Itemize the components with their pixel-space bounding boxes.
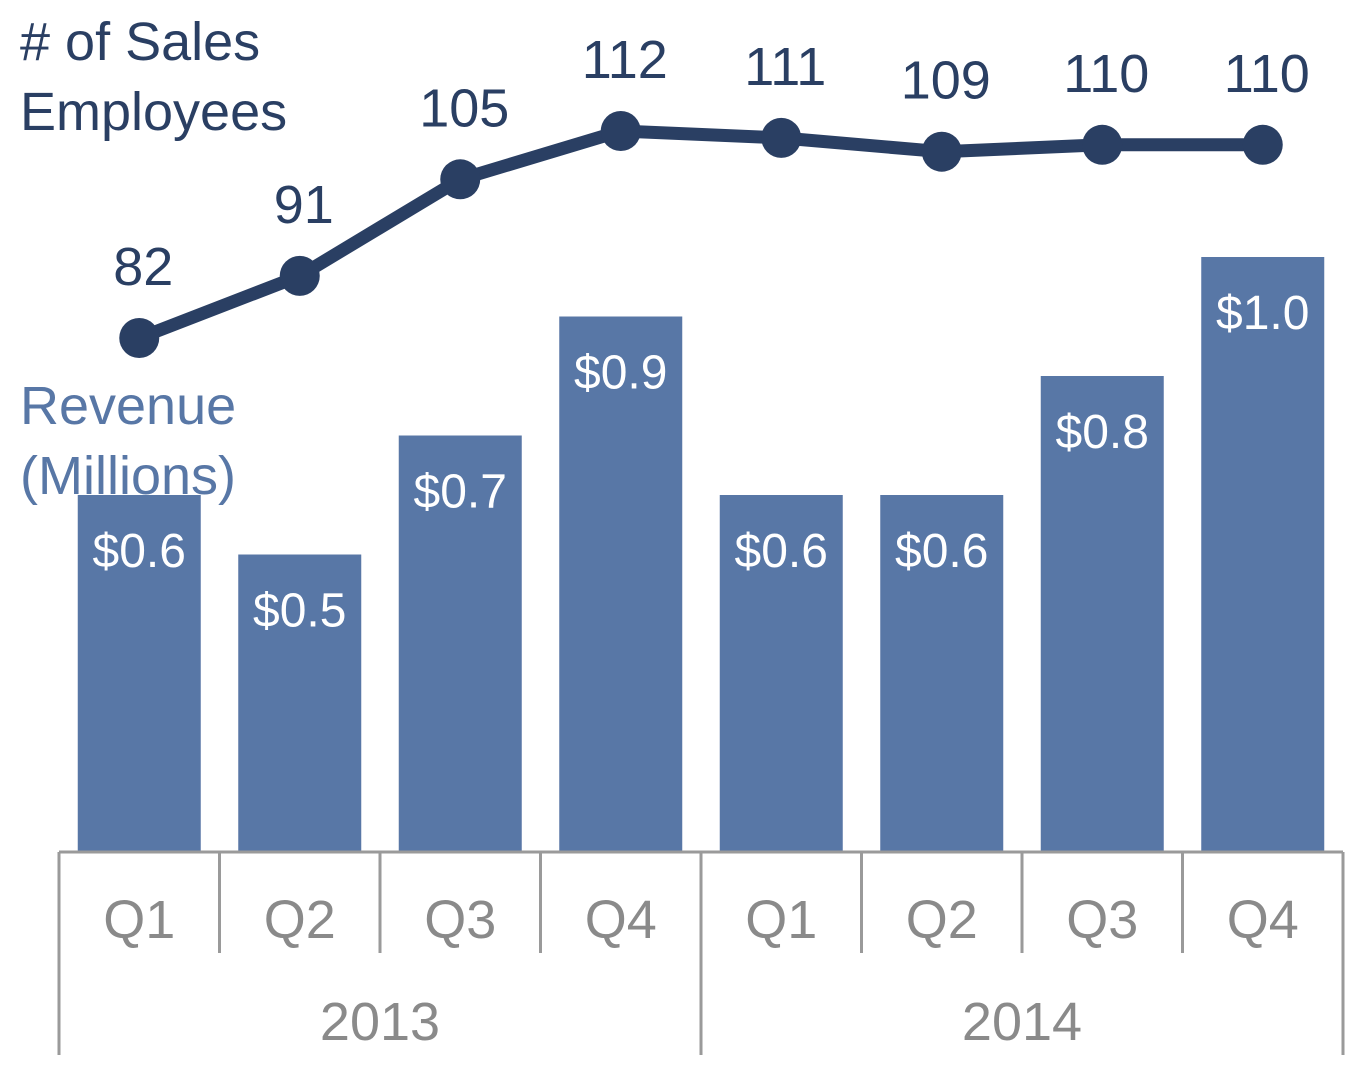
employee-value-label: 111 [744, 37, 826, 97]
revenue-bars [77, 257, 1325, 852]
revenue-bar-label: $1.0 [1216, 287, 1309, 340]
employee-point [1242, 124, 1283, 165]
employee-point [119, 318, 160, 358]
revenue-legend-line2: (Millions) [20, 446, 236, 506]
employee-point [1082, 124, 1123, 165]
employee-point [761, 117, 802, 158]
revenue-bar-label: $0.9 [574, 347, 667, 400]
revenue-bar-label: $0.6 [895, 525, 988, 578]
revenue-bar [398, 435, 522, 852]
employee-line-path [132, 124, 1270, 345]
revenue-bar [880, 495, 1004, 852]
revenue-legend-line1: Revenue [20, 376, 236, 436]
employee-value-label: 110 [1063, 44, 1149, 104]
revenue-bar-label: $0.8 [1056, 406, 1149, 459]
quarter-tick-label: Q3 [424, 890, 496, 950]
quarter-tick-label: Q2 [906, 890, 978, 950]
employee-value-label: 112 [582, 30, 668, 90]
category-axis: Q1 Q2 Q3 Q4 Q1 Q2 Q3 Q4 2013 2014 [57, 850, 1345, 1055]
quarter-tick-label: Q2 [264, 890, 336, 950]
revenue-bar [1201, 257, 1325, 852]
quarter-tick-label: Q1 [745, 890, 817, 950]
employee-point [600, 111, 641, 151]
revenue-bar-label: $0.5 [253, 585, 346, 638]
quarter-tick-label: Q3 [1066, 890, 1138, 950]
employees-legend-line1: # of Sales [20, 12, 260, 72]
revenue-bar-labels: $0.6 $0.5 $0.7 $0.9 $0.6 $0.6 $0.8 $1.0 [93, 287, 1310, 638]
revenue-bar [238, 554, 362, 852]
employee-value-label: 91 [274, 175, 334, 235]
employees-legend-line2: Employees [20, 82, 287, 142]
employee-point [921, 131, 962, 172]
quarter-tick-label: Q1 [103, 890, 175, 950]
employee-point [440, 159, 481, 200]
quarter-tick-label: Q4 [585, 890, 657, 950]
revenue-bar [719, 495, 843, 852]
employee-value-label: 109 [901, 51, 991, 111]
revenue-bar [77, 495, 201, 852]
year-group-label: 2013 [320, 992, 440, 1052]
employee-labels: 82 91 105 112 111 109 110 110 [113, 30, 1310, 297]
employee-value-label: 82 [113, 237, 173, 297]
quarter-tick-label: Q4 [1227, 890, 1299, 950]
revenue-bar [559, 316, 683, 852]
revenue-bar-label: $0.6 [93, 525, 186, 578]
year-group-label: 2014 [962, 992, 1082, 1052]
employee-line [119, 111, 1283, 358]
employee-point [279, 255, 320, 296]
employee-value-label: 105 [419, 78, 509, 138]
employee-value-label: 110 [1224, 44, 1310, 104]
revenue-bar [1040, 376, 1164, 852]
revenue-bar-label: $0.6 [735, 525, 828, 578]
revenue-bar-label: $0.7 [414, 466, 507, 519]
